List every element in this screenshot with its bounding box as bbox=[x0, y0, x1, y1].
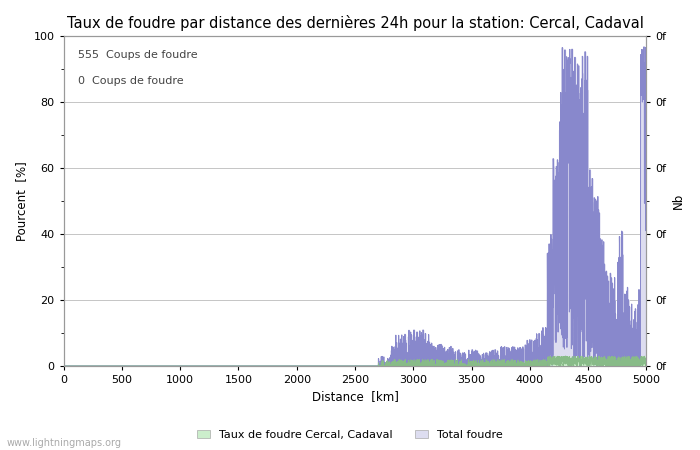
Text: 0  Coups de foudre: 0 Coups de foudre bbox=[78, 76, 184, 86]
Text: 555  Coups de foudre: 555 Coups de foudre bbox=[78, 50, 198, 59]
Legend: Taux de foudre Cercal, Cadaval, Total foudre: Taux de foudre Cercal, Cadaval, Total fo… bbox=[193, 425, 508, 445]
Y-axis label: Nb: Nb bbox=[672, 193, 685, 209]
X-axis label: Distance  [km]: Distance [km] bbox=[312, 391, 398, 404]
Title: Taux de foudre par distance des dernières 24h pour la station: Cercal, Cadaval: Taux de foudre par distance des dernière… bbox=[66, 15, 643, 31]
Y-axis label: Pourcent  [%]: Pourcent [%] bbox=[15, 161, 28, 241]
Text: www.lightningmaps.org: www.lightningmaps.org bbox=[7, 438, 122, 448]
